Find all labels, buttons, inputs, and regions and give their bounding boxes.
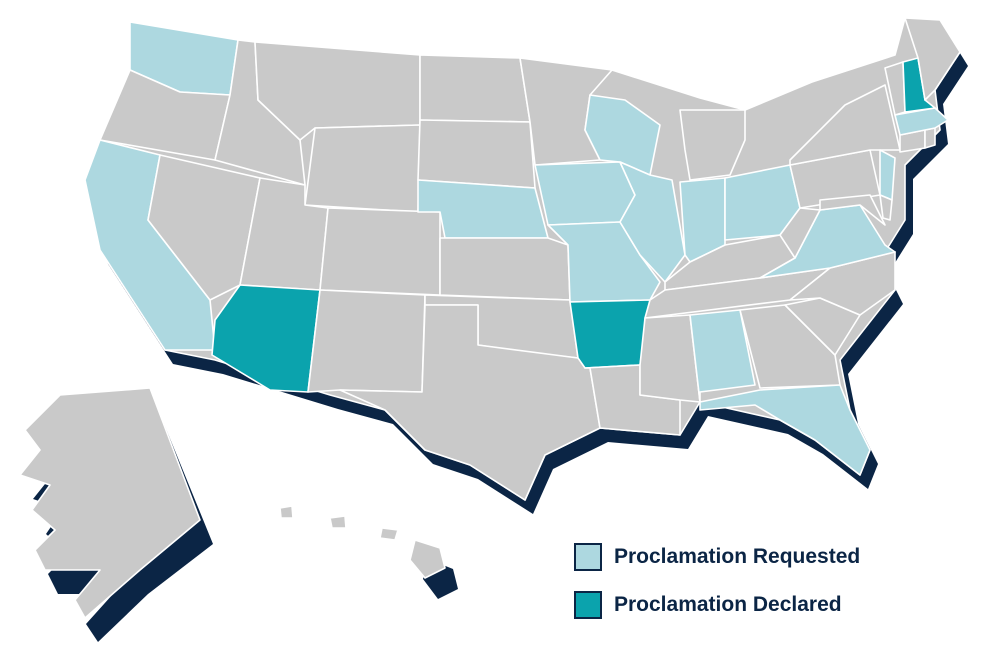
- map-legend: Proclamation Requested Proclamation Decl…: [574, 541, 994, 641]
- hawaii-island-maui[interactable]: [379, 527, 399, 541]
- state-nj[interactable]: [879, 149, 896, 201]
- hawaii-island-oahu[interactable]: [329, 515, 347, 529]
- state-wy[interactable]: [304, 124, 421, 213]
- legend-label-declared: Proclamation Declared: [614, 593, 842, 616]
- state-ks[interactable]: [439, 237, 571, 301]
- state-me[interactable]: [904, 17, 961, 101]
- state-az[interactable]: [211, 284, 321, 393]
- state-nm[interactable]: [307, 289, 426, 393]
- state-ak[interactable]: [19, 387, 201, 619]
- state-md[interactable]: [819, 194, 886, 226]
- state-sd[interactable]: [417, 119, 536, 189]
- requested-swatch: [574, 543, 602, 571]
- state-nh[interactable]: [902, 57, 936, 113]
- legend-item-declared: Proclamation Declared: [574, 589, 842, 621]
- state-hi[interactable]: [409, 539, 446, 579]
- state-ri[interactable]: [924, 127, 936, 149]
- legend-item-requested: Proclamation Requested: [574, 541, 860, 573]
- state-hi-group: [279, 505, 446, 579]
- state-tx[interactable]: [339, 304, 601, 501]
- state-co[interactable]: [319, 207, 441, 296]
- state-fl[interactable]: [699, 384, 871, 476]
- state-ga[interactable]: [739, 304, 841, 389]
- state-mi[interactable]: [679, 109, 746, 181]
- declared-swatch: [574, 591, 602, 619]
- legend-label-requested: Proclamation Requested: [614, 545, 861, 568]
- state-ar[interactable]: [569, 299, 651, 369]
- state-nd[interactable]: [419, 54, 531, 123]
- state-al[interactable]: [689, 309, 756, 403]
- state-de[interactable]: [879, 194, 893, 221]
- state-ia[interactable]: [534, 161, 636, 226]
- hawaii-island-kauai[interactable]: [279, 505, 294, 519]
- state-nv[interactable]: [147, 154, 261, 301]
